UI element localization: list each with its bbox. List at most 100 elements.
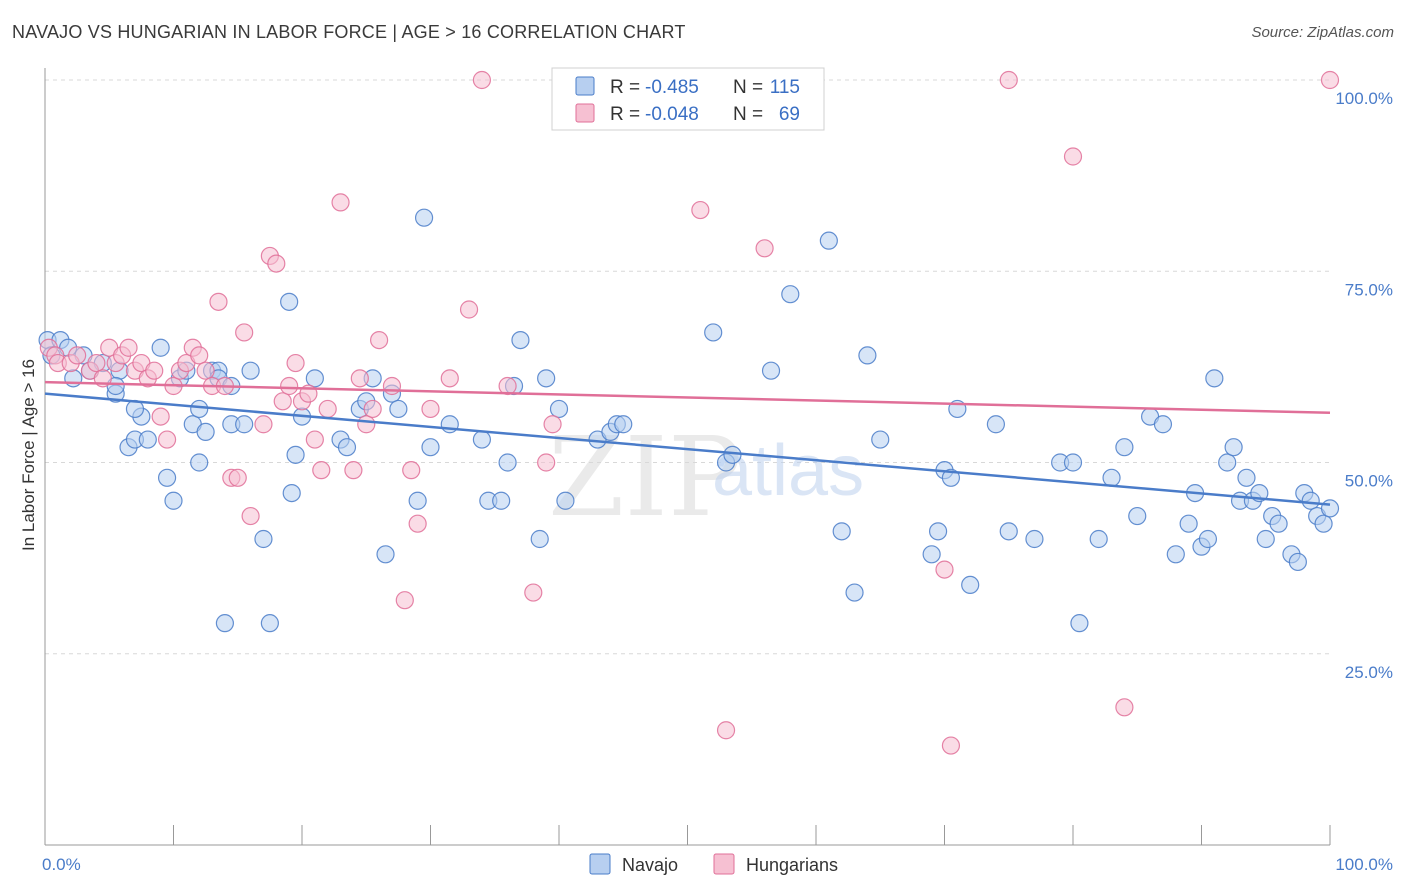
point-navajo-21 [196, 422, 215, 441]
point-navajo-54 [549, 399, 569, 419]
point-navajo-77 [999, 522, 1018, 541]
point-navajo-104 [1288, 552, 1307, 572]
legend-n-value-1: 69 [779, 104, 800, 125]
point-navajo-82 [1089, 529, 1108, 549]
point-navajo-63 [761, 361, 781, 380]
point-navajo-16 [164, 491, 183, 510]
point-hungarians-36 [286, 353, 305, 373]
point-hungarians-52 [421, 399, 440, 419]
point-navajo-32 [286, 445, 305, 464]
legend-r-value-1: -0.048 [645, 104, 699, 125]
point-hungarians-58 [537, 453, 556, 472]
point-navajo-43 [408, 491, 427, 510]
point-navajo-13 [138, 430, 157, 449]
point-hungarians-55 [472, 70, 491, 90]
point-hungarians-6 [87, 353, 106, 373]
point-hungarians-41 [318, 399, 337, 419]
point-navajo-95 [1224, 438, 1243, 457]
point-hungarians-49 [395, 591, 414, 610]
point-navajo-88 [1166, 545, 1185, 564]
data-points [38, 70, 1340, 755]
bottom-legend-label-1: Hungarians [746, 855, 838, 875]
point-hungarians-61 [716, 721, 736, 740]
point-navajo-20 [190, 453, 209, 472]
point-hungarians-60 [691, 200, 710, 220]
point-hungarians-11 [119, 338, 138, 357]
point-hungarians-50 [402, 461, 421, 480]
point-hungarians-44 [350, 369, 369, 388]
point-navajo-108 [1314, 514, 1333, 533]
point-navajo-73 [941, 468, 961, 487]
point-hungarians-42 [331, 193, 350, 212]
point-hungarians-48 [382, 376, 402, 396]
legend-swatch-hungarians [575, 103, 595, 123]
legend-top-box [551, 67, 825, 131]
trend-lines [44, 380, 1331, 506]
point-navajo-15 [157, 468, 177, 487]
point-hungarians-45 [357, 415, 376, 434]
point-hungarians-62 [755, 239, 774, 258]
point-hungarians-65 [999, 70, 1018, 90]
legend-top: R = -0.485 N = 115 R = -0.048 N = 69 [551, 67, 825, 131]
point-navajo-97 [1237, 468, 1256, 487]
y-axis-label: In Labor Force | Age > 16 [19, 359, 38, 551]
y-tick-label-3: 100.0% [1335, 89, 1393, 108]
point-hungarians-23 [196, 361, 215, 380]
point-navajo-89 [1179, 514, 1198, 533]
point-hungarians-4 [68, 346, 87, 365]
point-hungarians-59 [543, 415, 562, 434]
point-navajo-48 [492, 491, 511, 510]
point-navajo-76 [986, 415, 1006, 434]
point-hungarians-43 [344, 461, 363, 480]
point-navajo-59 [614, 415, 633, 434]
x-tick-label-1: 100.0% [1335, 855, 1393, 874]
legend-r-label-0: R = [610, 77, 640, 98]
point-hungarians-34 [273, 392, 292, 411]
grid-lines [45, 79, 1330, 655]
point-navajo-106 [1301, 491, 1320, 510]
point-hungarians-17 [157, 430, 177, 449]
legend-n-label-0: N = [733, 77, 763, 98]
point-hungarians-53 [440, 369, 459, 388]
point-hungarians-47 [370, 331, 389, 350]
point-navajo-51 [511, 331, 530, 350]
axes [44, 68, 1331, 846]
point-hungarians-39 [305, 430, 324, 449]
y-tick-label-2: 75.0% [1345, 280, 1393, 299]
point-navajo-24 [215, 614, 234, 633]
watermark: ZIP atlas [548, 413, 864, 541]
point-navajo-44 [414, 208, 434, 227]
point-navajo-71 [928, 522, 948, 541]
point-navajo-31 [282, 484, 301, 503]
bottom-legend-swatch-0 [589, 853, 611, 875]
point-navajo-94 [1218, 453, 1237, 472]
point-navajo-64 [781, 285, 800, 304]
point-navajo-36 [337, 438, 357, 457]
point-navajo-81 [1070, 614, 1089, 633]
point-navajo-26 [235, 415, 254, 434]
point-navajo-114 [421, 438, 440, 457]
point-navajo-115 [190, 399, 209, 419]
legend-bottom: Navajo Hungarians [589, 853, 838, 875]
point-navajo-46 [472, 430, 491, 449]
legend-n-label-1: N = [733, 104, 763, 125]
point-hungarians-30 [241, 506, 260, 526]
point-hungarians-63 [935, 560, 954, 579]
point-navajo-30 [280, 292, 299, 311]
point-navajo-55 [556, 491, 575, 510]
point-hungarians-16 [151, 407, 170, 426]
point-navajo-52 [530, 529, 549, 549]
point-navajo-62 [723, 445, 742, 464]
point-navajo-102 [1269, 514, 1288, 533]
x-tick-label-0: 0.0% [42, 855, 81, 874]
chart-title: NAVAJO VS HUNGARIAN IN LABOR FORCE | AGE… [12, 22, 686, 42]
point-hungarians-67 [1115, 698, 1134, 717]
point-navajo-49 [498, 453, 517, 472]
point-hungarians-25 [209, 292, 228, 311]
point-hungarians-56 [498, 376, 517, 396]
point-hungarians-35 [280, 376, 299, 396]
tick-labels: 25.0% 50.0% 75.0% 100.0% 0.0% 100.0% [42, 89, 1393, 874]
legend-r-value-0: -0.485 [645, 77, 699, 98]
point-navajo-70 [922, 545, 941, 564]
point-navajo-4 [64, 369, 83, 388]
